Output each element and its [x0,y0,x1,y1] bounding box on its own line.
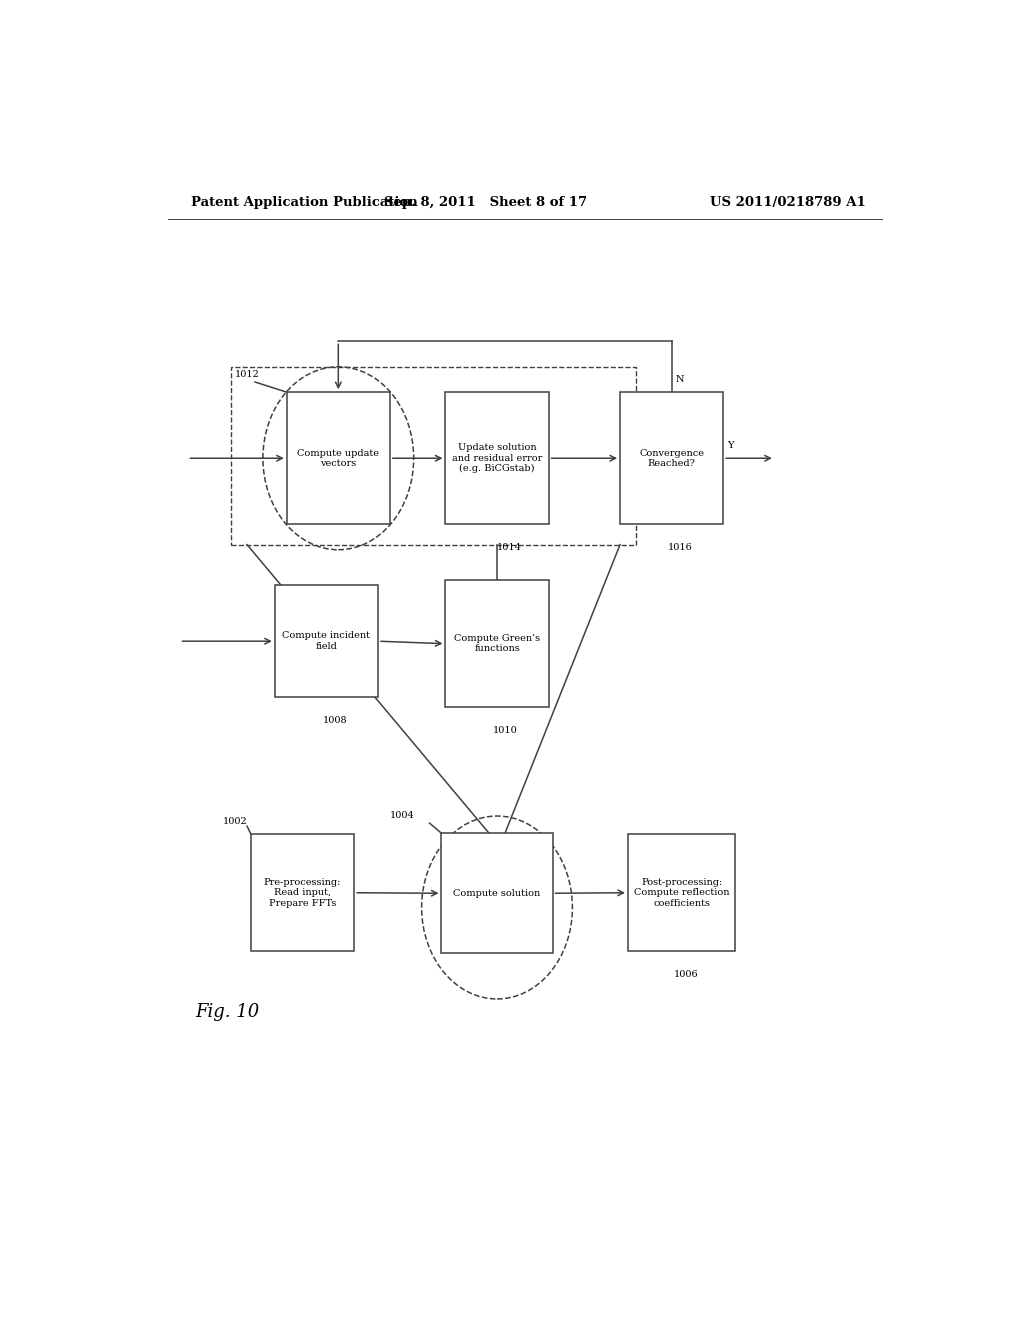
Text: Pre-processing:
Read input,
Prepare FFTs: Pre-processing: Read input, Prepare FFTs [264,878,341,908]
FancyBboxPatch shape [251,834,354,952]
Text: 1012: 1012 [236,370,260,379]
Text: 1010: 1010 [494,726,518,735]
FancyBboxPatch shape [445,392,549,524]
Bar [231,367,636,545]
Text: Update solution
and residual error
(e.g. BiCGstab): Update solution and residual error (e.g.… [452,444,543,473]
Text: Compute update
vectors: Compute update vectors [297,449,379,467]
Text: 1004: 1004 [390,810,415,820]
Text: Compute incident
field: Compute incident field [283,631,371,651]
Text: 1006: 1006 [674,970,698,978]
Text: N: N [676,375,684,384]
FancyBboxPatch shape [620,392,723,524]
Text: US 2011/0218789 A1: US 2011/0218789 A1 [711,195,866,209]
Text: Post-processing:
Compute reflection
coefficients: Post-processing: Compute reflection coef… [634,878,729,908]
FancyBboxPatch shape [628,834,735,952]
Text: Compute solution: Compute solution [454,888,541,898]
Text: Patent Application Publication: Patent Application Publication [191,195,418,209]
Text: Sep. 8, 2011   Sheet 8 of 17: Sep. 8, 2011 Sheet 8 of 17 [384,195,587,209]
Text: 1016: 1016 [668,543,692,552]
Text: 1008: 1008 [323,715,347,725]
FancyBboxPatch shape [274,585,378,697]
Text: 1002: 1002 [223,817,248,826]
FancyBboxPatch shape [287,392,390,524]
FancyBboxPatch shape [441,833,553,953]
Text: 1014: 1014 [497,543,522,552]
Text: Fig. 10: Fig. 10 [196,1003,260,1022]
Text: Convergence
Reached?: Convergence Reached? [639,449,705,467]
FancyBboxPatch shape [445,581,549,708]
Text: Y: Y [727,441,733,450]
Text: Compute Green’s
functions: Compute Green’s functions [454,634,540,653]
